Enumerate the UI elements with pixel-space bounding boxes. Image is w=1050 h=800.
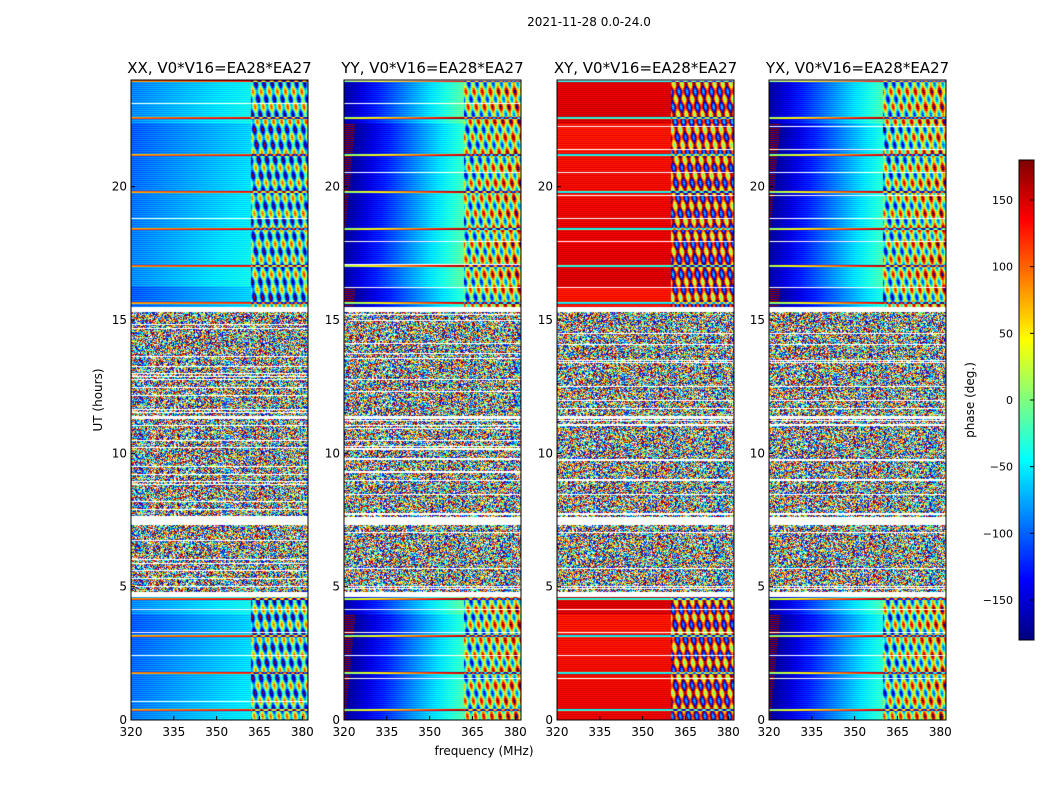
panel-title: XY, V0*V16=EA28*EA27	[554, 59, 737, 77]
colorbar-tick-label: 150	[992, 194, 1013, 207]
panel-xy: XY, V0*V16=EA28*EA27 320 335 350 365 380 0 5 10 1…	[538, 59, 740, 739]
panel-heatmap	[769, 80, 946, 720]
panel-yy: YY, V0*V16=EA28*EA27 320 335 350 365 380 0 5 10 1…	[325, 59, 527, 739]
y-tick-label: 20	[325, 180, 340, 194]
y-tick-label: 15	[750, 313, 765, 327]
x-tick-label: 335	[162, 725, 185, 739]
panel-heatmap	[557, 80, 734, 720]
colorbar-tick-label: 100	[992, 261, 1013, 274]
panel-frame	[556, 79, 735, 721]
y-tick-label: 0	[545, 713, 553, 727]
x-tick-label: 320	[333, 725, 356, 739]
y-tick-label: 15	[112, 313, 127, 327]
x-tick-label: 380	[717, 725, 740, 739]
y-tick-label: 5	[545, 580, 553, 594]
x-tick-label: 320	[546, 725, 569, 739]
panel-title: XX, V0*V16=EA28*EA27	[127, 59, 311, 77]
y-tick-label: 10	[112, 446, 127, 460]
y-tick-label: 10	[325, 446, 340, 460]
y-tick-label: 5	[757, 580, 765, 594]
y-tick-label: 0	[119, 713, 127, 727]
x-tick-label: 365	[674, 725, 697, 739]
y-tick-label: 15	[325, 313, 340, 327]
panel-frame	[768, 79, 947, 721]
x-tick-label: 320	[120, 725, 143, 739]
colorbar-gradient	[1019, 160, 1034, 640]
colorbar-label: phase (deg.)	[963, 362, 977, 438]
panels-group: XX, V0*V16=EA28*EA27 320 335 350 365 380 0 5 10 1…	[112, 59, 952, 739]
x-tick-label: 350	[205, 725, 228, 739]
x-tick-label: 380	[291, 725, 314, 739]
y-tick-label: 0	[757, 713, 765, 727]
x-tick-label: 365	[248, 725, 271, 739]
y-tick-label: 20	[750, 180, 765, 194]
x-tick-label: 365	[461, 725, 484, 739]
panel-frame	[130, 79, 309, 721]
colorbar-tick-label: −150	[983, 594, 1013, 607]
x-tick-label: 335	[588, 725, 611, 739]
y-tick-label: 10	[538, 446, 553, 460]
x-tick-label: 350	[843, 725, 866, 739]
colorbar: 150 100 50 0 −50 −100 −150	[983, 159, 1035, 641]
x-tick-label: 335	[800, 725, 823, 739]
colorbar-tick-label: 0	[1006, 394, 1013, 407]
x-tick-label: 380	[504, 725, 527, 739]
x-tick-label: 380	[929, 725, 952, 739]
y-tick-label: 5	[332, 580, 340, 594]
x-tick-label: 320	[758, 725, 781, 739]
colorbar-tick-label: 50	[999, 327, 1013, 340]
panel-heatmap	[344, 80, 521, 720]
panel-heatmap	[131, 80, 308, 720]
x-tick-label: 335	[375, 725, 398, 739]
panel-frame	[343, 79, 522, 721]
x-tick-label: 350	[418, 725, 441, 739]
panel-title: YX, V0*V16=EA28*EA27	[765, 59, 949, 77]
y-tick-label: 15	[538, 313, 553, 327]
y-tick-label: 20	[538, 180, 553, 194]
colorbar-tick-label: −50	[990, 461, 1013, 474]
chart-suptitle: 2021-11-28 0.0-24.0	[527, 15, 651, 29]
panel-title: YY, V0*V16=EA28*EA27	[340, 59, 523, 77]
y-tick-label: 5	[119, 580, 127, 594]
x-tick-label: 365	[886, 725, 909, 739]
x-tick-label: 350	[631, 725, 654, 739]
y-tick-label: 10	[750, 446, 765, 460]
y-tick-label: 0	[332, 713, 340, 727]
y-tick-label: 20	[112, 180, 127, 194]
colorbar-tick-label: −100	[983, 527, 1013, 540]
x-axis-label: frequency (MHz)	[434, 744, 533, 758]
y-axis-label: UT (hours)	[91, 368, 105, 431]
panel-yx: YX, V0*V16=EA28*EA27 320 335 350 365 380 0 5 10 1…	[750, 59, 952, 739]
panel-xx: XX, V0*V16=EA28*EA27 320 335 350 365 380 0 5 10 1…	[112, 59, 314, 739]
